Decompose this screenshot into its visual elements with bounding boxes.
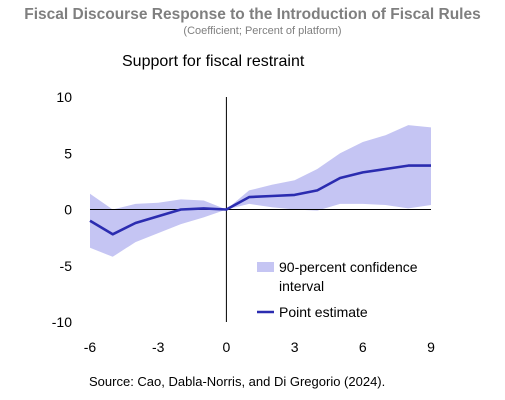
y-tick-label: 5: [64, 145, 72, 161]
legend-band-label: interval: [279, 278, 324, 294]
figure-title: Fiscal Discourse Response to the Introdu…: [24, 6, 481, 23]
figure-subtitle: (Coefficient; Percent of platform): [183, 25, 342, 37]
legend: 90-percent confidence interval Point estim…: [257, 259, 418, 320]
y-tick-label: 10: [56, 89, 72, 105]
x-tick-label: 9: [427, 339, 435, 355]
tick-labels: 10 5 0 -5 -10 -6 -3 0 3 6 9: [52, 89, 435, 355]
point-estimate-line: [89, 164, 431, 236]
axes: [90, 97, 431, 322]
x-tick-label: 0: [223, 339, 231, 355]
confidence-band: [90, 125, 431, 257]
y-tick-label: 0: [64, 202, 72, 218]
point-estimate-layer: [89, 164, 431, 236]
legend-band-label: 90-percent confidence: [279, 259, 418, 275]
x-tick-label: 6: [359, 339, 367, 355]
confidence-band-layer: [90, 125, 431, 257]
source-note: Source: Cao, Dabla-Norris, and Di Gregor…: [89, 374, 386, 389]
x-tick-label: -6: [84, 339, 97, 355]
legend-band-swatch: [257, 262, 274, 272]
x-tick-label: -3: [152, 339, 165, 355]
y-tick-label: -10: [52, 314, 72, 330]
legend-line-label: Point estimate: [279, 304, 368, 320]
y-tick-label: -5: [60, 258, 73, 274]
chart-title: Support for fiscal restraint: [122, 53, 305, 70]
x-tick-label: 3: [291, 339, 299, 355]
